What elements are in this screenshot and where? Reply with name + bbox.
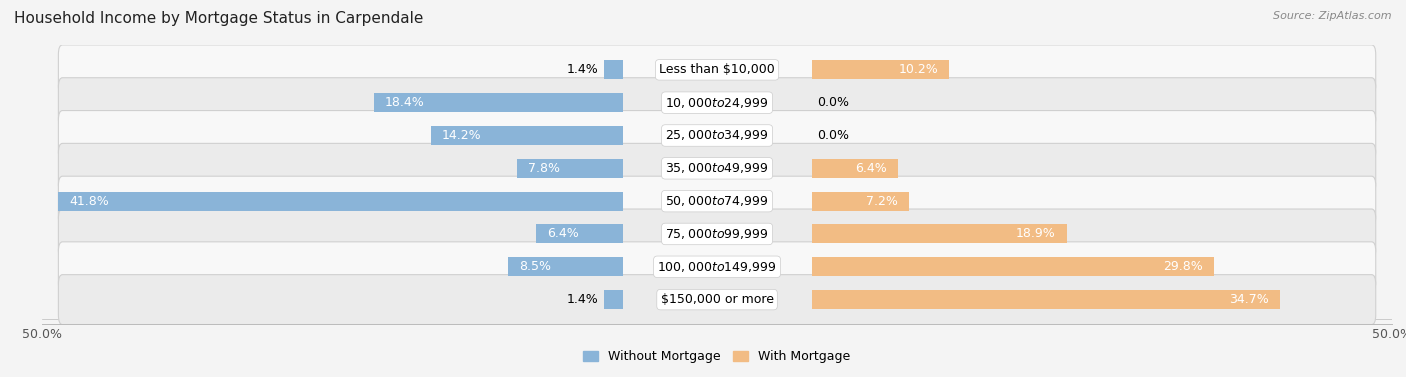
Text: 29.8%: 29.8% [1163,260,1204,273]
Text: 41.8%: 41.8% [69,195,108,208]
Text: Source: ZipAtlas.com: Source: ZipAtlas.com [1274,11,1392,21]
Text: 1.4%: 1.4% [567,63,599,77]
Text: Household Income by Mortgage Status in Carpendale: Household Income by Mortgage Status in C… [14,11,423,26]
Text: 8.5%: 8.5% [519,260,551,273]
Text: $75,000 to $99,999: $75,000 to $99,999 [665,227,769,241]
Text: $150,000 or more: $150,000 or more [661,293,773,306]
Text: 14.2%: 14.2% [441,129,481,142]
Text: $10,000 to $24,999: $10,000 to $24,999 [665,96,769,110]
Text: 7.8%: 7.8% [529,162,560,175]
Bar [811,192,908,211]
FancyBboxPatch shape [59,176,1375,226]
Text: 7.2%: 7.2% [866,195,898,208]
Bar [811,224,1067,244]
Text: 18.9%: 18.9% [1017,227,1056,241]
Bar [430,126,623,145]
Text: 1.4%: 1.4% [567,293,599,306]
Text: 0.0%: 0.0% [817,96,849,109]
Bar [374,93,623,112]
Bar [811,60,949,80]
Legend: Without Mortgage, With Mortgage: Without Mortgage, With Mortgage [578,345,856,368]
Bar [517,159,623,178]
Text: $50,000 to $74,999: $50,000 to $74,999 [665,194,769,208]
FancyBboxPatch shape [59,242,1375,292]
Text: $100,000 to $149,999: $100,000 to $149,999 [658,260,776,274]
Bar [603,290,623,309]
Text: 0.0%: 0.0% [817,129,849,142]
Bar [59,192,623,211]
Text: 18.4%: 18.4% [385,96,425,109]
FancyBboxPatch shape [59,78,1375,128]
Bar [536,224,623,244]
Text: 6.4%: 6.4% [547,227,579,241]
Bar [811,290,1279,309]
FancyBboxPatch shape [59,275,1375,325]
Bar [811,159,898,178]
FancyBboxPatch shape [59,209,1375,259]
Text: $35,000 to $49,999: $35,000 to $49,999 [665,161,769,175]
FancyBboxPatch shape [59,143,1375,193]
Text: $25,000 to $34,999: $25,000 to $34,999 [665,129,769,143]
Text: Less than $10,000: Less than $10,000 [659,63,775,77]
Text: 34.7%: 34.7% [1229,293,1270,306]
Bar [508,257,623,276]
Text: 6.4%: 6.4% [855,162,887,175]
Bar [811,257,1213,276]
FancyBboxPatch shape [59,45,1375,95]
Bar [603,60,623,80]
Text: 10.2%: 10.2% [898,63,938,77]
FancyBboxPatch shape [59,110,1375,161]
